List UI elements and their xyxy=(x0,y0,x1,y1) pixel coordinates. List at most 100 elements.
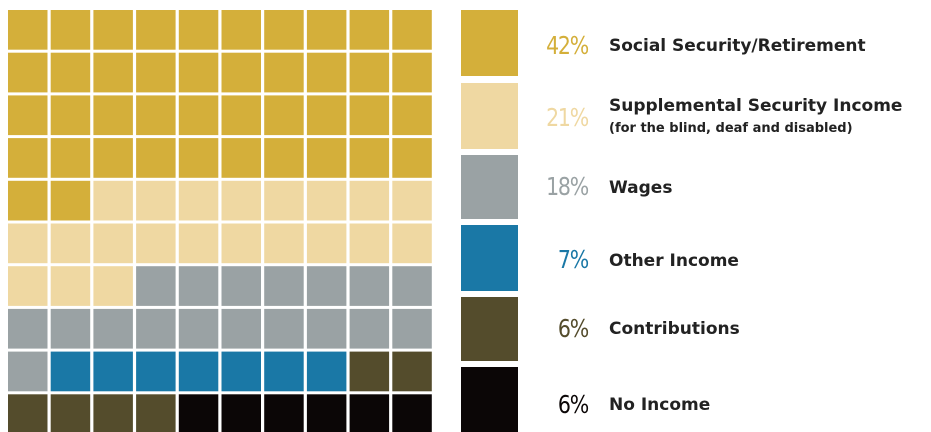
waffle-cell xyxy=(8,223,48,264)
waffle-cell xyxy=(392,52,432,93)
waffle-cell xyxy=(392,10,432,50)
waffle-cell xyxy=(306,180,347,221)
waffle-cell xyxy=(50,138,91,178)
legend-label: Contributions xyxy=(609,319,740,339)
waffle-cell xyxy=(264,10,304,50)
waffle-cell xyxy=(392,394,432,432)
waffle-cell xyxy=(50,180,91,221)
waffle-cell xyxy=(178,308,219,349)
waffle-cell xyxy=(178,52,219,93)
waffle-cell xyxy=(264,308,304,349)
waffle-cell xyxy=(221,180,261,221)
waffle-cell xyxy=(136,351,176,392)
waffle-cell xyxy=(178,223,219,264)
waffle-cell xyxy=(264,52,304,93)
waffle-cell xyxy=(349,223,390,264)
waffle-cell xyxy=(392,95,432,136)
waffle-cell xyxy=(50,394,91,432)
waffle-cell xyxy=(8,138,48,178)
waffle-cell xyxy=(178,394,219,432)
waffle-cell xyxy=(221,52,261,93)
waffle-cell xyxy=(221,95,261,136)
waffle-cell xyxy=(264,351,304,392)
waffle-cell xyxy=(8,52,48,93)
legend-swatch xyxy=(461,297,518,361)
waffle-cell xyxy=(50,308,91,349)
waffle-cell xyxy=(8,308,48,349)
waffle-cell xyxy=(93,180,133,221)
waffle-cell xyxy=(8,351,48,392)
waffle-cell xyxy=(306,351,347,392)
waffle-cell xyxy=(50,95,91,136)
legend-label: Other Income xyxy=(609,251,739,271)
waffle-cell xyxy=(306,95,347,136)
waffle-cell xyxy=(50,266,91,306)
waffle-cell xyxy=(8,180,48,221)
waffle-cell xyxy=(306,223,347,264)
waffle-cell xyxy=(93,308,133,349)
waffle-cell xyxy=(349,351,390,392)
waffle-cell xyxy=(392,266,432,306)
legend-percent: 6% xyxy=(557,390,589,419)
waffle-cell xyxy=(349,394,390,432)
legend-swatch xyxy=(461,155,518,219)
waffle-cell xyxy=(349,138,390,178)
waffle-cell xyxy=(93,223,133,264)
waffle-cell xyxy=(178,10,219,50)
waffle-cell xyxy=(306,394,347,432)
waffle-cell xyxy=(93,394,133,432)
waffle-cell xyxy=(221,138,261,178)
waffle-cell xyxy=(264,266,304,306)
waffle-cell xyxy=(93,351,133,392)
waffle-cell xyxy=(349,95,390,136)
waffle-cell xyxy=(178,351,219,392)
legend-sublabel: (for the blind, deaf and disabled) xyxy=(609,121,853,136)
waffle-cell xyxy=(178,180,219,221)
waffle-cell xyxy=(136,394,176,432)
legend-swatch xyxy=(461,10,518,76)
waffle-cell xyxy=(136,308,176,349)
legend-label: Supplemental Security Income xyxy=(609,96,903,116)
waffle-cell xyxy=(93,10,133,50)
waffle-cell xyxy=(306,266,347,306)
waffle-cell xyxy=(264,223,304,264)
waffle-cell xyxy=(178,266,219,306)
waffle-cell xyxy=(306,52,347,93)
legend-swatch xyxy=(461,225,518,291)
waffle-cell xyxy=(178,95,219,136)
waffle-cell xyxy=(306,308,347,349)
waffle-cell xyxy=(221,394,261,432)
legend-percent: 21% xyxy=(546,103,589,132)
waffle-cell xyxy=(136,266,176,306)
waffle-cell xyxy=(221,308,261,349)
waffle-cell xyxy=(349,308,390,349)
waffle-cell xyxy=(136,95,176,136)
legend-label: No Income xyxy=(609,395,711,415)
waffle-cell xyxy=(136,138,176,178)
legend-swatch xyxy=(461,367,518,432)
legend-percent: 6% xyxy=(557,314,589,343)
waffle-cell xyxy=(50,10,91,50)
waffle-cell xyxy=(349,180,390,221)
waffle-cell xyxy=(50,52,91,93)
waffle-cell xyxy=(392,308,432,349)
legend-percent: 42% xyxy=(546,31,589,60)
waffle-cell xyxy=(8,266,48,306)
waffle-cell xyxy=(221,223,261,264)
waffle-cell xyxy=(178,138,219,178)
waffle-cell xyxy=(8,95,48,136)
waffle-cell xyxy=(392,180,432,221)
waffle-cell xyxy=(349,266,390,306)
legend-percent: 7% xyxy=(557,245,589,274)
legend-label: Wages xyxy=(609,178,673,198)
waffle-cell xyxy=(306,138,347,178)
waffle-cell xyxy=(8,394,48,432)
waffle-cell xyxy=(136,52,176,93)
waffle-cell xyxy=(264,95,304,136)
waffle-cell xyxy=(264,180,304,221)
waffle-cell xyxy=(93,138,133,178)
waffle-cell xyxy=(264,138,304,178)
waffle-cell xyxy=(93,52,133,93)
